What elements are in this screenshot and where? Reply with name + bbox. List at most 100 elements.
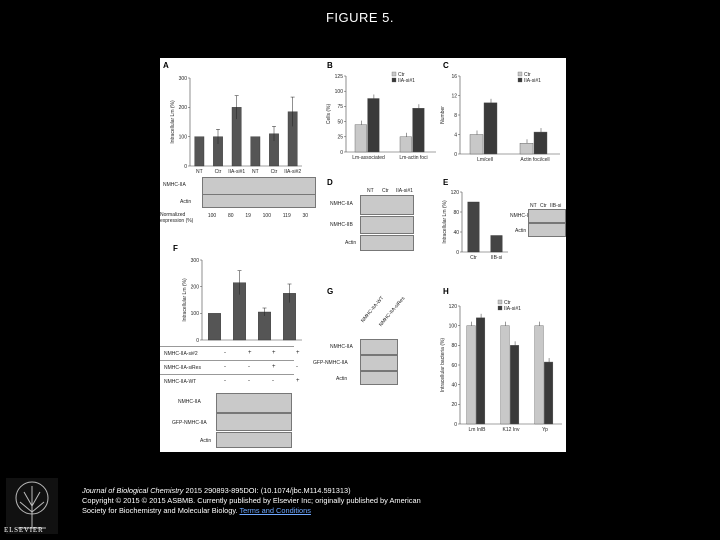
society: Society for Biochemistry and Molecular B… <box>82 506 240 515</box>
E-bar <box>490 235 503 253</box>
norm-value: 100 <box>262 213 271 219</box>
blot-g-label-2: GFP-NMHC-IIA <box>313 360 348 366</box>
chart-h: 0 20 40 60 80 100 120 Intracellular bacteria (%… <box>440 299 562 433</box>
C-xtick-label: Lm/cell <box>477 157 493 163</box>
H-xtick-label: Lm InlB <box>469 427 487 433</box>
A-ytick-label: 200 <box>179 105 188 111</box>
A-xtick-label: Ctr <box>215 169 222 175</box>
F-ytick-label: 200 <box>191 284 200 290</box>
E-bar <box>467 201 480 253</box>
condition-mark: + <box>272 350 276 356</box>
blot-e-nmhc-iib <box>528 209 566 223</box>
H-bar <box>510 345 520 425</box>
norm-value: 30 <box>302 213 309 219</box>
blot-d-label-2: NMHC-IIB <box>330 222 353 228</box>
panel-letter-h: H <box>443 287 449 296</box>
H-ylabel: Intracellular bacteria (%) <box>440 338 446 393</box>
F-bar <box>258 311 271 341</box>
norm-value: 100 <box>207 213 217 219</box>
B-bar <box>412 108 425 153</box>
blot-e-label-1: NMHC-IIB <box>510 213 533 219</box>
H-ytick-label: 60 <box>451 363 457 369</box>
B-bar <box>367 98 380 153</box>
blot-d-nmhc-iia <box>360 195 414 215</box>
terms-link[interactable]: Terms and Conditions <box>239 506 311 515</box>
panel-letter-f: F <box>173 244 178 253</box>
A-bar <box>250 136 261 167</box>
E-ytick-label: 120 <box>451 190 460 196</box>
footer-citation: Journal of Biological Chemistry 2015 290… <box>82 486 552 516</box>
elsevier-tree-icon <box>6 478 58 534</box>
B-xtick-label: Lm-actin foci <box>399 155 427 161</box>
condition-row-label: NMHC-IIA-siRes <box>164 365 201 371</box>
B-legend-swatch <box>391 71 397 77</box>
C-bar <box>483 102 498 155</box>
norm-value: 19 <box>245 213 251 219</box>
chart-b: 0 25 50 75 100 125 Cells (%) Lm-associated Lm-ac… <box>326 71 436 161</box>
H-xtick-label: Yp <box>542 427 548 433</box>
lane-d-2: Ctr <box>382 188 389 194</box>
condition-mark: + <box>296 350 300 356</box>
condition-mark: - <box>224 378 226 384</box>
blot-f-nmhc <box>216 393 292 413</box>
A-ytick-label: 0 <box>184 164 187 170</box>
lane-d-3: IIA-si#1 <box>396 188 413 194</box>
condition-row-label: NMHC-IIA-WT <box>164 379 197 385</box>
A-ytick-label: 300 <box>179 76 188 82</box>
citation: 2015 290893-895DOI: (10.1074/jbc.M114.59… <box>183 486 351 495</box>
A-ylabel: Intracellular Lm (%) <box>170 100 176 144</box>
norm-values: 100 80 19 100 119 30 <box>202 213 314 219</box>
condition-mark: - <box>224 364 226 370</box>
B-ytick-label: 0 <box>340 150 343 156</box>
H-bar <box>500 325 510 425</box>
lane-e-2: Ctr <box>540 203 547 209</box>
lane-e-3: IIB-si <box>550 203 562 209</box>
blot-d-label-1: NMHC-IIA <box>330 201 353 207</box>
condition-row: NMHC-IIA-WT - - - + <box>160 374 300 388</box>
H-ytick-label: 20 <box>451 402 457 408</box>
blot-f-label-1: NMHC-IIA <box>178 399 201 405</box>
panel-letter-d: D <box>327 178 333 187</box>
blot-f-label-2: GFP-NMHC-IIA <box>172 420 207 426</box>
blot-g-nmhc <box>360 339 398 355</box>
A-xtick-label: IIA-si#1 <box>228 169 245 175</box>
A-ytick-label: 100 <box>179 134 188 140</box>
panel-letter-a: A <box>163 61 169 70</box>
B-legend-label: Ctr <box>398 72 405 78</box>
C-legend-swatch <box>517 71 523 77</box>
blot-e-label-2: Actin <box>515 228 527 234</box>
B-ytick-label: 75 <box>337 104 343 110</box>
condition-mark: - <box>248 364 250 370</box>
blot-a-nmhc <box>202 177 316 195</box>
H-xtick-label: K12 Inv <box>503 427 520 433</box>
C-xtick-label: Actin foci/cell <box>520 157 549 163</box>
condition-row-label: NMHC-IIA-si#2 <box>164 351 198 357</box>
F-ytick-label: 300 <box>191 258 200 264</box>
condition-mark: + <box>296 378 300 384</box>
figure-image: A 0 100 200 300 Intracellular Lm (%) NT Ctr IIA… <box>160 58 566 452</box>
C-bar <box>469 134 484 155</box>
panel-letter-c: C <box>443 61 449 70</box>
blot-g-actin <box>360 371 398 385</box>
B-ytick-label: 100 <box>335 89 344 95</box>
chart-f: 0 100 200 300 Intracellular Lm (%) <box>182 258 302 344</box>
condition-rows-f: NMHC-IIA-si#2- + + + NMHC-IIA-siRes - - + - NMHC-… <box>160 346 300 388</box>
H-legend-label: IIA-si#1 <box>504 306 521 312</box>
blot-d-label-3: Actin <box>345 240 357 246</box>
condition-mark: + <box>272 364 276 370</box>
C-legend-swatch <box>517 77 523 83</box>
E-xtick-label: Ctr <box>470 255 477 260</box>
lane-d-1: NT <box>367 188 374 194</box>
B-legend-swatch <box>391 77 397 83</box>
norm-label-1: Normalized <box>160 212 186 218</box>
norm-label-2: expression (%) <box>160 218 194 224</box>
copyright: Copyright © 2015 © 2015 ASBMB. Currently… <box>82 496 421 505</box>
blot-e-actin <box>528 223 566 237</box>
lane-e-1: NT <box>530 203 537 209</box>
condition-row: NMHC-IIA-siRes - - + - <box>160 360 298 374</box>
chart-a: 0 100 200 300 Intracellular Lm (%) NT Ctr IIA-s… <box>170 76 302 175</box>
blot-a-actin <box>202 194 316 208</box>
E-ytick-label: 80 <box>453 210 459 216</box>
F-bar <box>208 313 221 341</box>
blot-f-gfp <box>216 413 292 431</box>
